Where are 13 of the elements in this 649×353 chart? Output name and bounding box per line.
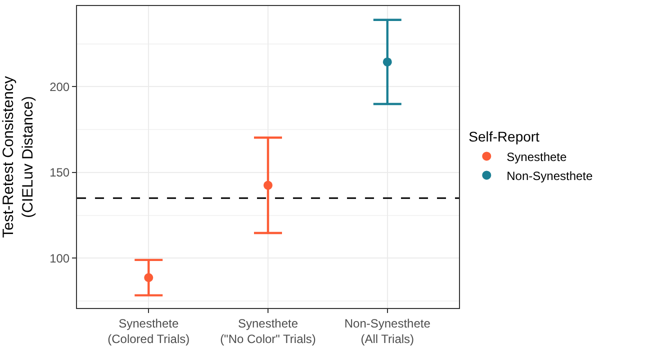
legend-title: Self-Report bbox=[468, 128, 540, 145]
y-axis-title: Test-Retest Consistency (CIELuv Distance) bbox=[0, 76, 36, 238]
point bbox=[382, 57, 392, 66]
y-tick-label: 150 bbox=[50, 166, 70, 180]
x-tick-label: Synesthete ("No Color" Trials) bbox=[220, 316, 316, 346]
y-tick-label: 200 bbox=[50, 80, 70, 94]
y-tick-label: 100 bbox=[50, 251, 70, 266]
point bbox=[264, 180, 272, 190]
legend-label: Non-Synesthete bbox=[506, 168, 594, 183]
x-tick-label: Non-Synesthete (All Trials) bbox=[344, 316, 431, 346]
legend-label: Synesthete bbox=[506, 150, 568, 164]
x-tick-label: Synesthete (Colored Trials) bbox=[108, 316, 190, 346]
point bbox=[144, 273, 154, 282]
